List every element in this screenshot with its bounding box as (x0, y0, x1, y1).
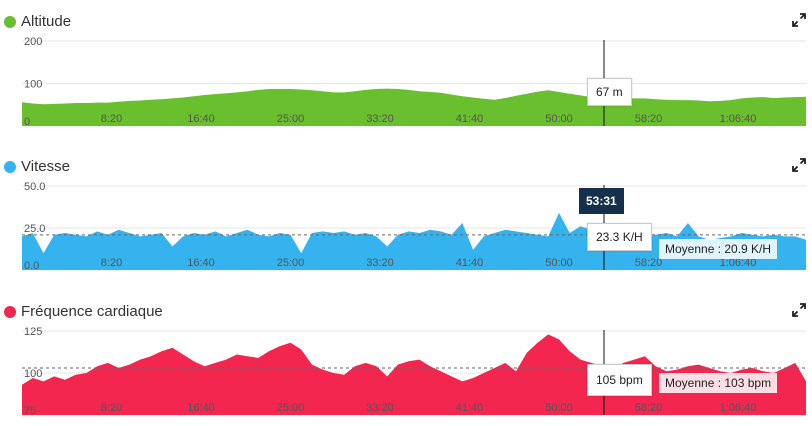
x-tick-label: 50:00 (545, 257, 573, 269)
x-tick-label: 8:20 (101, 402, 122, 414)
x-tick-label: 58:20 (635, 257, 663, 269)
heart-panel: Fréquence cardiaque 125 100 75 8:20 16:40 25:… (0, 300, 812, 420)
heart-title: Fréquence cardiaque (21, 303, 163, 320)
x-tick-label: 1:06:40 (720, 113, 757, 125)
y-tick-label: 200 (24, 36, 42, 48)
expand-arrows-icon[interactable] (792, 13, 806, 27)
altitude-chart[interactable]: 200 100 0 8:20 16:40 25:00 33:20 41:40 50:00 58:2… (0, 10, 812, 130)
x-tick-label: 1:06:40 (720, 402, 757, 414)
x-tick-label: 16:40 (187, 113, 215, 125)
y-tick-label: 100 (24, 368, 42, 380)
heart-header: Fréquence cardiaque (0, 300, 812, 320)
x-tick-label: 8:20 (101, 257, 122, 269)
altitude-header: Altitude (0, 10, 812, 30)
expand-arrows-icon[interactable] (792, 158, 806, 172)
speed-panel: Vitesse 50.0 25.0 0.0 8:20 16:40 25:00 33:20 41… (0, 155, 812, 275)
altitude-tooltip: 67 m (587, 78, 632, 106)
speed-area (22, 212, 806, 270)
x-tick-label: 33:20 (366, 402, 394, 414)
y-tick-label: 50.0 (24, 181, 45, 193)
altitude-legend-dot (4, 16, 16, 28)
expand-arrows-icon[interactable] (792, 303, 806, 317)
heart-tooltip: 105 bpm (587, 364, 652, 396)
y-tick-label: 125 (24, 326, 42, 338)
heart-legend-dot (4, 306, 16, 318)
y-tick-label: 25.0 (24, 223, 45, 235)
cursor-time-badge: 53:31 (579, 188, 624, 214)
speed-title: Vitesse (21, 158, 70, 175)
x-tick-label: 25:00 (277, 257, 305, 269)
x-tick-label: 16:40 (187, 257, 215, 269)
x-tick-label: 41:40 (456, 257, 484, 269)
x-tick-label: 41:40 (456, 113, 484, 125)
heart-average-label: Moyenne : 103 bpm (659, 373, 778, 393)
x-tick-label: 1:06:40 (720, 257, 757, 269)
x-tick-label: 25:00 (277, 113, 305, 125)
x-tick-label: 58:20 (635, 402, 663, 414)
altitude-title: Altitude (21, 13, 72, 30)
x-tick-label: 16:40 (187, 402, 215, 414)
y-tick-label: 0.0 (24, 260, 39, 272)
speed-legend-dot (4, 161, 16, 173)
x-tick-label: 33:20 (366, 113, 394, 125)
x-tick-label: 58:20 (635, 113, 663, 125)
y-tick-label: 0 (24, 116, 30, 128)
speed-header: Vitesse (0, 155, 812, 175)
x-tick-label: 25:00 (277, 402, 305, 414)
speed-average-label: Moyenne : 20.9 K/H (659, 239, 778, 259)
y-tick-label: 75 (24, 405, 36, 417)
speed-tooltip: 23.3 K/H (587, 223, 652, 251)
y-tick-label: 100 (24, 79, 42, 91)
altitude-panel: Altitude 200 100 0 8:20 16:40 25:00 33:20 41:40… (0, 10, 812, 130)
speed-chart[interactable]: 50.0 25.0 0.0 8:20 16:40 25:00 33:20 41:40 50:00… (0, 155, 812, 275)
x-tick-label: 50:00 (545, 402, 573, 414)
heart-chart[interactable]: 125 100 75 8:20 16:40 25:00 33:20 41:40 50:00 58:… (0, 300, 812, 420)
altitude-area (22, 88, 806, 126)
x-tick-label: 8:20 (101, 113, 122, 125)
x-tick-label: 50:00 (545, 113, 573, 125)
x-tick-label: 33:20 (366, 257, 394, 269)
x-tick-label: 41:40 (456, 402, 484, 414)
